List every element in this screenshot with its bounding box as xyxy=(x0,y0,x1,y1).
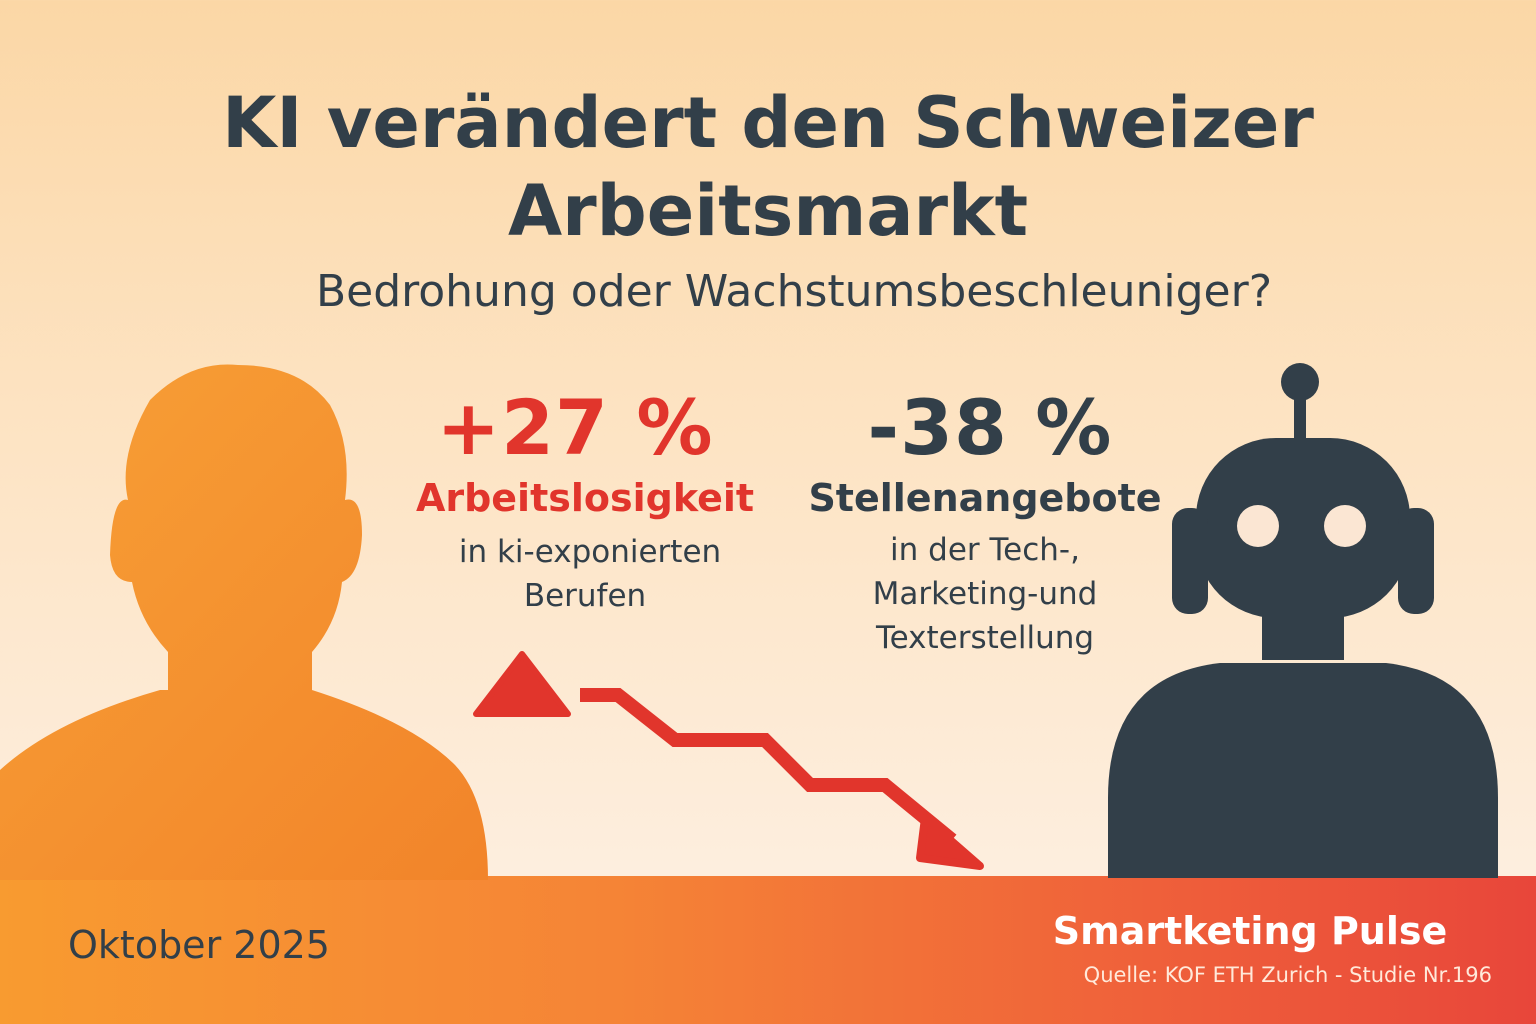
stat-label: Arbeitslosigkeit xyxy=(415,476,755,520)
stat-value: -38 % xyxy=(867,383,1113,472)
up-triangle-icon xyxy=(473,651,571,717)
stat-label: Stellenangebote xyxy=(808,476,1162,520)
person-silhouette-icon xyxy=(0,364,488,880)
source-note: Quelle: KOF ETH Zurich - Studie Nr.196 xyxy=(1083,963,1492,987)
page-title-line-2: Arbeitsmarkt xyxy=(507,170,1029,252)
page-title-line-1: KI verändert den Schweizer xyxy=(222,82,1314,164)
stat-description-line: Berufen xyxy=(523,578,647,614)
stat-value: +27 % xyxy=(436,383,714,472)
robot-silhouette-icon xyxy=(1108,363,1498,878)
subtitle: Bedrohung oder Wachstumsbeschleuniger? xyxy=(315,266,1273,317)
bottom-band xyxy=(0,876,1536,1024)
brand-name: Smartketing Pulse xyxy=(1052,909,1448,953)
stat-description-line: in ki-exponierten xyxy=(458,534,722,570)
down-trend-arrow-icon xyxy=(580,688,984,870)
stat-description-line: Texterstellung xyxy=(875,620,1095,656)
stat-description-line: in der Tech-, xyxy=(890,532,1080,568)
date-label: Oktober 2025 xyxy=(68,923,330,967)
stat-description-line: Marketing-und xyxy=(872,576,1098,612)
